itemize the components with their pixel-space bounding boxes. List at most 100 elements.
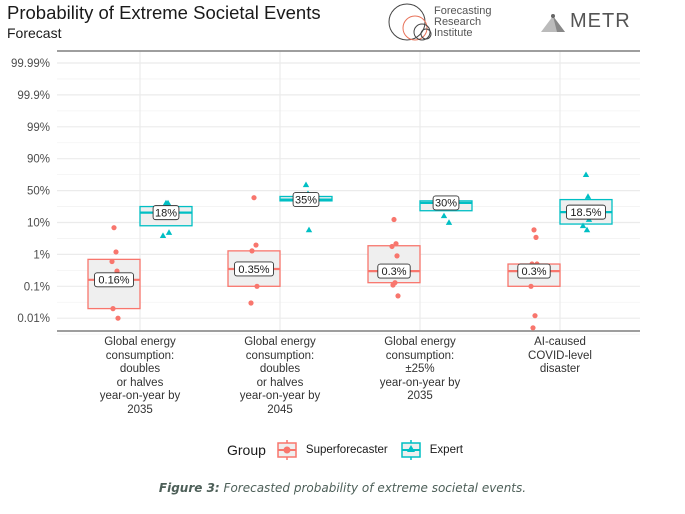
x-tick-label-line: or halves <box>256 376 304 389</box>
y-tick-label: 50% <box>27 186 50 198</box>
data-point <box>579 222 587 229</box>
x-tick-label-line: or halves <box>116 376 164 389</box>
x-tick-label-line: year-on-year by <box>239 390 321 402</box>
data-point <box>528 283 534 289</box>
data-point <box>115 315 121 321</box>
fri-line-1: Forecasting <box>434 5 492 17</box>
x-tick-label: Global energy consumption: doubles or halve… <box>210 336 350 417</box>
legend: Group Superforecaster Expert <box>227 440 475 460</box>
data-point <box>582 171 590 178</box>
data-point <box>390 282 396 288</box>
metr-logo-text: METR <box>570 10 631 32</box>
y-tick-label: 99.9% <box>17 90 50 102</box>
chart-title: Probability of Extreme Societal Events <box>7 2 321 23</box>
x-tick-label-line: consumption: <box>105 349 175 362</box>
x-tick-label-line: doubles <box>119 363 161 375</box>
data-point <box>249 248 255 254</box>
median-label-box <box>432 195 460 211</box>
x-tick-label: AI-caused COVID-level disaster <box>490 336 630 377</box>
fri-logo-text: Forecasting Research Institute <box>434 6 491 39</box>
x-tick-label-line: AI-caused <box>534 336 586 348</box>
x-tick-label-line: Global energy <box>244 336 316 348</box>
x-tick-label-line: ±25% <box>405 363 435 375</box>
legend-key-superforecaster-icon <box>277 440 297 460</box>
legend-key-expert-icon <box>401 440 421 460</box>
caption-prefix: Figure 3: <box>158 481 220 495</box>
data-point <box>254 283 260 289</box>
data-point <box>305 226 313 233</box>
data-point <box>583 226 591 233</box>
data-point <box>389 243 395 250</box>
fri-logo-icon <box>388 3 432 41</box>
y-tick-label: 10% <box>27 218 50 230</box>
median-label-box <box>292 192 320 208</box>
y-tick-label: 90% <box>27 154 50 166</box>
x-tick-label-line: COVID-level <box>528 349 592 362</box>
fri-line-2: Research <box>434 16 482 28</box>
data-point <box>445 219 453 225</box>
median-label: 0.3% <box>381 266 406 278</box>
data-point <box>251 195 257 201</box>
x-tick-label-line: 2045 <box>267 403 293 416</box>
data-point <box>248 300 254 306</box>
caption-text: Forecasted probability of extreme societ… <box>219 481 527 495</box>
x-tick-label-line: consumption: <box>245 349 315 362</box>
data-point <box>159 232 167 238</box>
median-label: 0.16% <box>98 275 129 287</box>
x-tick-label-line: Global energy <box>384 336 456 348</box>
y-tick-label: 0.1% <box>24 281 50 293</box>
median-label: 30% <box>435 198 457 210</box>
x-tick-label-line: Global energy <box>104 336 176 348</box>
median-label: 18% <box>155 207 177 219</box>
data-point <box>394 253 400 259</box>
median-label: 0.3% <box>521 266 546 278</box>
legend-label-superforecaster: Superforecaster <box>305 444 388 456</box>
x-tick-label-line: disaster <box>539 363 581 375</box>
legend-title: Group <box>227 442 266 458</box>
x-tick-label-line: 2035 <box>407 390 433 402</box>
data-point <box>395 293 401 299</box>
data-point <box>393 241 399 247</box>
y-tick-label: 99.99% <box>11 58 50 70</box>
data-point <box>532 313 538 319</box>
data-point <box>110 305 116 312</box>
data-point <box>109 258 115 265</box>
figure-caption: Figure 3: Forecasted probability of extr… <box>0 481 685 495</box>
data-point <box>584 193 592 199</box>
data-point <box>530 325 536 331</box>
data-point <box>164 199 172 206</box>
x-tick-label-line: year-on-year by <box>99 390 181 402</box>
data-point <box>440 212 448 219</box>
median-label: 18.5% <box>570 207 601 219</box>
chart-subtitle: Forecast <box>7 25 62 41</box>
data-point <box>253 242 259 248</box>
median-label-box <box>94 272 134 288</box>
data-point <box>533 234 539 240</box>
median-label: 0.35% <box>238 264 269 276</box>
data-point <box>391 216 397 223</box>
x-tick-label-line: consumption: <box>385 349 455 362</box>
x-tick-label-line: 2035 <box>127 403 153 416</box>
x-tick-label: Global energy consumption: ±25% year-on-yea… <box>350 336 490 404</box>
median-label-box <box>517 263 551 279</box>
fri-line-3: Institute <box>434 27 473 39</box>
median-label-box <box>234 261 274 277</box>
data-point <box>111 225 117 231</box>
data-point <box>302 181 310 188</box>
x-tick-label-line: doubles <box>259 363 301 375</box>
data-point <box>531 227 537 233</box>
x-tick-label: Global energy consumption: doubles or halve… <box>70 336 210 417</box>
data-point <box>113 249 119 255</box>
legend-label-expert: Expert <box>429 444 463 456</box>
metr-logo-icon <box>541 14 565 32</box>
median-label-box <box>152 205 180 221</box>
y-tick-label: 99% <box>27 122 50 134</box>
data-point <box>165 229 173 235</box>
x-tick-label-line: year-on-year by <box>379 376 461 389</box>
boxplot-chart: 0.01% 0.1% 1% 10% 50% 90% 99% 99.9% 99.99% 0.16% 0… <box>11 50 640 335</box>
median-label-box <box>566 204 606 220</box>
y-tick-label: 1% <box>33 249 50 261</box>
median-label: 35% <box>295 194 317 206</box>
y-tick-label: 0.01% <box>17 313 50 325</box>
median-label-box <box>377 263 411 279</box>
